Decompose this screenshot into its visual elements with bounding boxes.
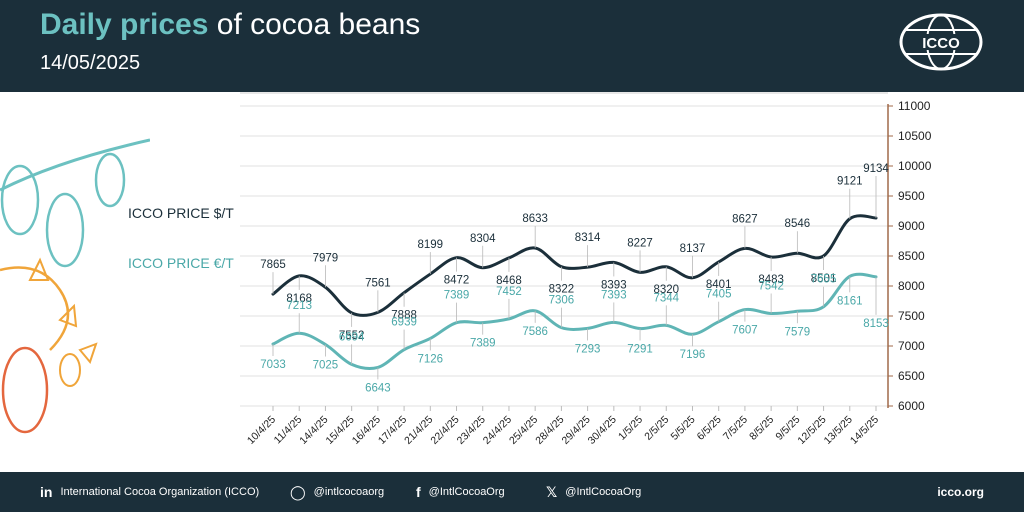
eur-data-label: 6939 (391, 317, 417, 329)
eur-data-label: 7389 (470, 338, 496, 350)
eur-data-label: 7033 (260, 359, 286, 371)
eur-data-label: 7586 (522, 326, 548, 338)
usd-data-label: 8137 (680, 243, 706, 255)
y-tick-label: 11000 (898, 99, 931, 113)
y-tick-label: 7500 (898, 309, 925, 323)
usd-data-label: 7552 (339, 330, 365, 342)
x-tick-label: 2/5/25 (642, 414, 671, 443)
usd-data-label: 8320 (653, 284, 679, 296)
eur-data-label: 7393 (601, 289, 627, 301)
footer-x[interactable]: 𝕏 @IntlCocoaOrg (546, 472, 641, 512)
x-tick-label: 6/5/25 (695, 414, 724, 443)
eur-data-label: 7607 (732, 325, 758, 337)
y-tick-label: 8500 (898, 249, 925, 263)
y-tick-label: 6500 (898, 369, 925, 383)
footer-linkedin-text: International Cocoa Organization (ICCO) (60, 486, 260, 498)
eur-data-label: 8161 (837, 295, 863, 307)
y-tick-label: 7000 (898, 339, 925, 353)
y-tick-label: 6000 (898, 399, 925, 413)
instagram-icon: ◯ (290, 483, 306, 500)
x-tick-label: 30/4/25 (586, 414, 619, 447)
usd-data-label: 8468 (496, 275, 522, 287)
x-tick-label: 10/4/25 (245, 414, 278, 447)
y-tick-label: 10000 (898, 159, 932, 173)
eur-data-label: 7025 (313, 360, 339, 372)
eur-data-label: 7405 (706, 289, 732, 301)
y-tick-label: 10500 (898, 129, 932, 143)
footer-website[interactable]: icco.org (937, 485, 984, 499)
usd-data-label: 7888 (391, 310, 417, 322)
usd-data-label: 8472 (444, 275, 470, 287)
usd-series-line (271, 214, 878, 317)
x-tick-label: 8/5/25 (747, 414, 776, 443)
eur-data-label: 7579 (785, 326, 811, 338)
eur-data-label: 7452 (496, 286, 522, 298)
y-tick-label: 9000 (898, 219, 925, 233)
eur-data-label: 6643 (365, 382, 391, 394)
footer-instagram-text: @intlcocoaorg (313, 486, 385, 498)
icco-logo: ICCO (899, 13, 983, 71)
eur-data-label: 7126 (418, 353, 444, 365)
usd-data-label: 8501 (811, 273, 837, 285)
usd-data-label: 8168 (286, 293, 312, 305)
usd-data-label: 8393 (601, 279, 627, 291)
logo-text: ICCO (922, 35, 960, 52)
usd-data-label: 9134 (863, 163, 889, 175)
usd-data-label: 8199 (418, 239, 444, 251)
footer-x-text: @IntlCocoaOrg (565, 486, 642, 498)
eur-data-label: 7389 (444, 290, 470, 302)
title-highlight: Daily prices (40, 8, 209, 41)
eur-data-label: 7655 (811, 274, 837, 286)
footer-instagram[interactable]: ◯ @intlcocoaorg (290, 472, 384, 512)
header-bar: Daily prices of cocoa beans 14/05/2025 I… (0, 0, 1024, 92)
x-icon: 𝕏 (546, 483, 558, 500)
page-title: Daily prices of cocoa beans (40, 8, 420, 42)
eur-data-label: 7542 (758, 280, 784, 292)
eur-data-label: 7213 (286, 300, 312, 312)
title-rest: of cocoa beans (208, 8, 421, 41)
cocoa-illustration (0, 138, 150, 434)
eur-data-label: 6694 (339, 331, 365, 343)
linkedin-icon: in (40, 484, 53, 500)
y-tick-label: 9500 (898, 189, 925, 203)
usd-data-label: 8483 (758, 274, 784, 286)
usd-data-label: 8322 (549, 284, 575, 296)
usd-series-label: ICCO PRICE $/T (128, 205, 234, 221)
usd-data-label: 8314 (575, 232, 601, 244)
eur-data-label: 7344 (653, 292, 679, 304)
usd-data-label: 7979 (313, 252, 339, 264)
eur-data-label: 7291 (627, 344, 653, 356)
usd-data-label: 8627 (732, 213, 758, 225)
footer-facebook-text: @IntlCocoaOrg (428, 486, 505, 498)
eur-series-line (271, 272, 878, 371)
x-tick-label: 5/5/25 (668, 414, 697, 443)
eur-data-label: 7293 (575, 343, 601, 355)
y-tick-label: 8000 (898, 279, 925, 293)
price-chart: 6000 6500 7000 7500 8000 8500 9000 9500 10000 105… (128, 92, 932, 447)
footer-bar: in International Cocoa Organization (ICC… (0, 472, 1024, 512)
usd-data-label: 7561 (365, 277, 391, 289)
x-tick-label: 7/5/25 (721, 414, 750, 443)
eur-data-label: 8153 (863, 318, 889, 330)
facebook-icon: f (416, 484, 421, 500)
usd-data-label: 8401 (706, 279, 732, 291)
report-date: 14/05/2025 (40, 52, 141, 74)
eur-series-label: ICCO PRICE €/T (128, 255, 234, 271)
footer-facebook[interactable]: f @IntlCocoaOrg (416, 472, 505, 512)
eur-data-label: 7196 (680, 349, 706, 361)
x-tick-label: 1/5/25 (616, 414, 645, 443)
footer-linkedin[interactable]: in International Cocoa Organization (ICC… (40, 472, 259, 512)
usd-data-label: 7865 (260, 259, 286, 271)
x-tick-label: 14/5/25 (848, 414, 881, 447)
usd-data-label: 8546 (785, 218, 811, 230)
usd-data-label: 9121 (837, 176, 863, 188)
usd-data-label: 8304 (470, 233, 496, 245)
usd-data-label: 8227 (627, 237, 653, 249)
eur-data-label: 7306 (549, 295, 575, 307)
usd-data-label: 8633 (522, 213, 548, 225)
